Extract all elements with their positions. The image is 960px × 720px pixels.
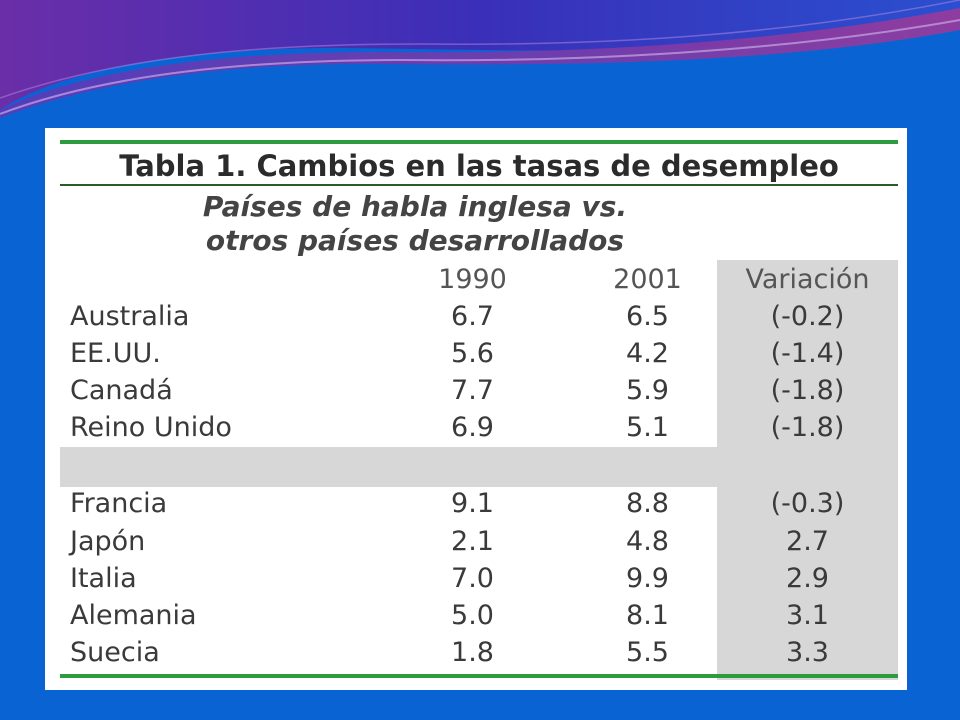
decorative-header-waves (0, 0, 960, 118)
row-country: Alemania (70, 600, 197, 631)
row-country: Suecia (70, 637, 160, 668)
table-image: Tabla 1. Cambios en las tasas de desempl… (45, 128, 907, 690)
row-value-1990: 5.6 (451, 338, 494, 369)
row-value-1990: 7.0 (451, 563, 494, 594)
row-country: EE.UU. (70, 338, 161, 369)
row-variation: (-1.8) (770, 375, 845, 406)
bottom-rule (60, 674, 898, 678)
row-variation: 3.1 (786, 600, 829, 631)
row-variation: (-0.2) (770, 301, 845, 332)
column-header-1990: 1990 (438, 264, 507, 295)
group-separator-band (60, 447, 898, 487)
row-variation: 2.7 (786, 526, 829, 557)
row-variation: 3.3 (786, 637, 829, 668)
row-value-2001: 8.8 (626, 488, 669, 519)
row-variation: 2.9 (786, 563, 829, 594)
title-rule (60, 184, 898, 186)
row-value-1990: 2.1 (451, 526, 494, 557)
row-value-1990: 7.7 (451, 375, 494, 406)
table-title: Tabla 1. Cambios en las tasas de desempl… (119, 149, 839, 183)
table-subtitle-line1: Países de habla inglesa vs. (202, 190, 628, 223)
row-value-2001: 5.9 (626, 375, 669, 406)
row-country: Reino Unido (70, 412, 232, 443)
row-value-2001: 9.9 (626, 563, 669, 594)
row-value-2001: 4.8 (626, 526, 669, 557)
column-header-2001: 2001 (613, 264, 682, 295)
row-variation: (-0.3) (770, 488, 845, 519)
row-country: Japón (70, 526, 146, 557)
row-variation: (-1.8) (770, 412, 845, 443)
row-value-2001: 4.2 (626, 338, 669, 369)
row-value-2001: 5.5 (626, 637, 669, 668)
row-value-1990: 9.1 (451, 488, 494, 519)
table-subtitle-line2: otros países desarrollados (205, 224, 625, 257)
row-country: Australia (70, 301, 190, 332)
row-country: Canadá (70, 375, 173, 406)
top-rule (60, 140, 898, 144)
row-variation: (-1.4) (770, 338, 845, 369)
row-country: Italia (70, 563, 137, 594)
row-value-1990: 5.0 (451, 600, 494, 631)
row-value-1990: 6.9 (451, 412, 494, 443)
column-header-variation: Variación (745, 264, 870, 295)
row-value-2001: 5.1 (626, 412, 669, 443)
unemployment-table: Tabla 1. Cambios en las tasas de desempl… (60, 140, 898, 680)
row-value-2001: 8.1 (626, 600, 669, 631)
row-value-1990: 6.7 (451, 301, 494, 332)
row-value-2001: 6.5 (626, 301, 669, 332)
row-value-1990: 1.8 (451, 637, 494, 668)
row-country: Francia (70, 488, 168, 519)
